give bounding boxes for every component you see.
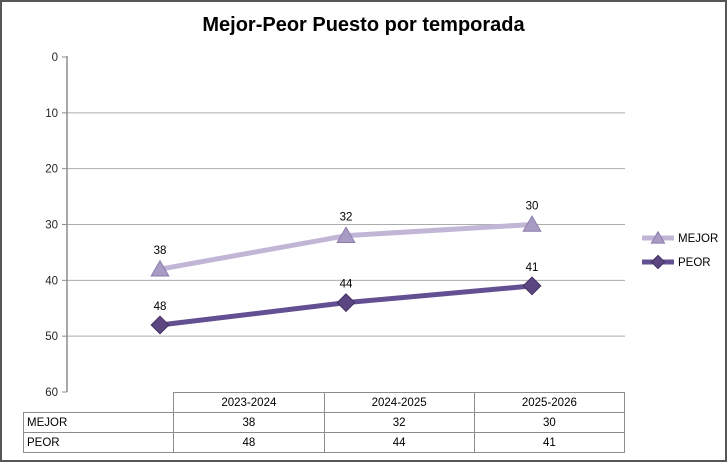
table-row-peor: PEOR 48 44 41	[22, 432, 626, 453]
data-point-mejor-1	[336, 226, 356, 243]
data-table: 2023-2024 2024-2025 2025-2026 MEJOR 38 3…	[22, 392, 626, 453]
legend-label-mejor: MEJOR	[678, 233, 718, 245]
tick-label-40: 40	[45, 275, 58, 287]
data-point-mejor-2	[522, 215, 542, 232]
data-label-mejor-0: 38	[154, 245, 167, 257]
data-label-peor-2: 41	[526, 262, 539, 274]
legend-marker-mejor	[650, 230, 666, 244]
table-corner-cell	[24, 393, 174, 413]
tick-label-20: 20	[45, 164, 58, 176]
data-point-peor-1	[336, 293, 356, 313]
legend-label-peor: PEOR	[678, 257, 711, 269]
row-label-peor: PEOR	[22, 432, 175, 453]
legend-marker-peor	[650, 254, 666, 270]
tick-label-10: 10	[45, 108, 58, 120]
data-label-peor-1: 44	[340, 279, 353, 291]
cell-mejor-2: 32	[323, 412, 475, 433]
data-label-mejor-2: 30	[526, 201, 539, 213]
table-row-mejor: MEJOR 38 32 30	[22, 412, 626, 433]
cell-peor-3: 41	[473, 432, 626, 453]
cell-mejor-1: 38	[173, 412, 325, 433]
data-label-mejor-1: 32	[340, 212, 353, 224]
tick-label-30: 30	[45, 220, 58, 232]
table-header-row: 2023-2024 2024-2025 2025-2026	[24, 392, 626, 413]
data-point-peor-0	[150, 315, 170, 335]
cell-peor-1: 48	[173, 432, 325, 453]
column-header-2024-2025: 2024-2025	[323, 392, 475, 413]
column-header-2023-2024: 2023-2024	[173, 392, 325, 413]
tick-label-0: 0	[52, 52, 58, 64]
row-label-mejor: MEJOR	[22, 412, 175, 433]
tick-label-60: 60	[45, 387, 58, 399]
cell-mejor-3: 30	[473, 412, 626, 433]
data-label-peor-0: 48	[154, 301, 167, 313]
cell-peor-2: 44	[323, 432, 475, 453]
tick-label-50: 50	[45, 331, 58, 343]
data-point-peor-2	[522, 276, 542, 296]
chart-title: Mejor-Peor Puesto por temporada	[202, 14, 525, 36]
column-header-2025-2026: 2025-2026	[473, 392, 626, 413]
data-point-mejor-0	[150, 259, 170, 277]
